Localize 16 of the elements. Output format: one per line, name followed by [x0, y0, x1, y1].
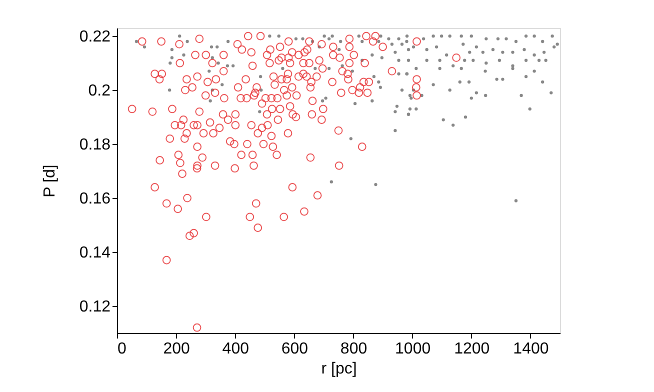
y-tick-label: 0.14: [79, 244, 111, 262]
x-tick-label: 0: [118, 340, 126, 358]
x-tick-label: 600: [281, 340, 308, 358]
y-tick-label: 0.2: [88, 82, 111, 100]
y-tick-label: 0.18: [79, 136, 111, 154]
y-axis-title: P [d]: [41, 164, 58, 198]
x-tick-label: 1000: [395, 340, 431, 358]
x-tick-label: 400: [222, 340, 250, 358]
x-tick-label: 200: [163, 340, 190, 358]
x-tick-label: 800: [340, 340, 368, 358]
x-tick-label: 1200: [454, 340, 490, 358]
x-axis-title: r [pc]: [321, 360, 357, 378]
y-tick-label: 0.16: [79, 190, 111, 208]
y-tick-label: 0.12: [79, 298, 111, 316]
x-tick-label: 1400: [513, 340, 549, 358]
y-tick-label: 0.22: [79, 28, 111, 46]
